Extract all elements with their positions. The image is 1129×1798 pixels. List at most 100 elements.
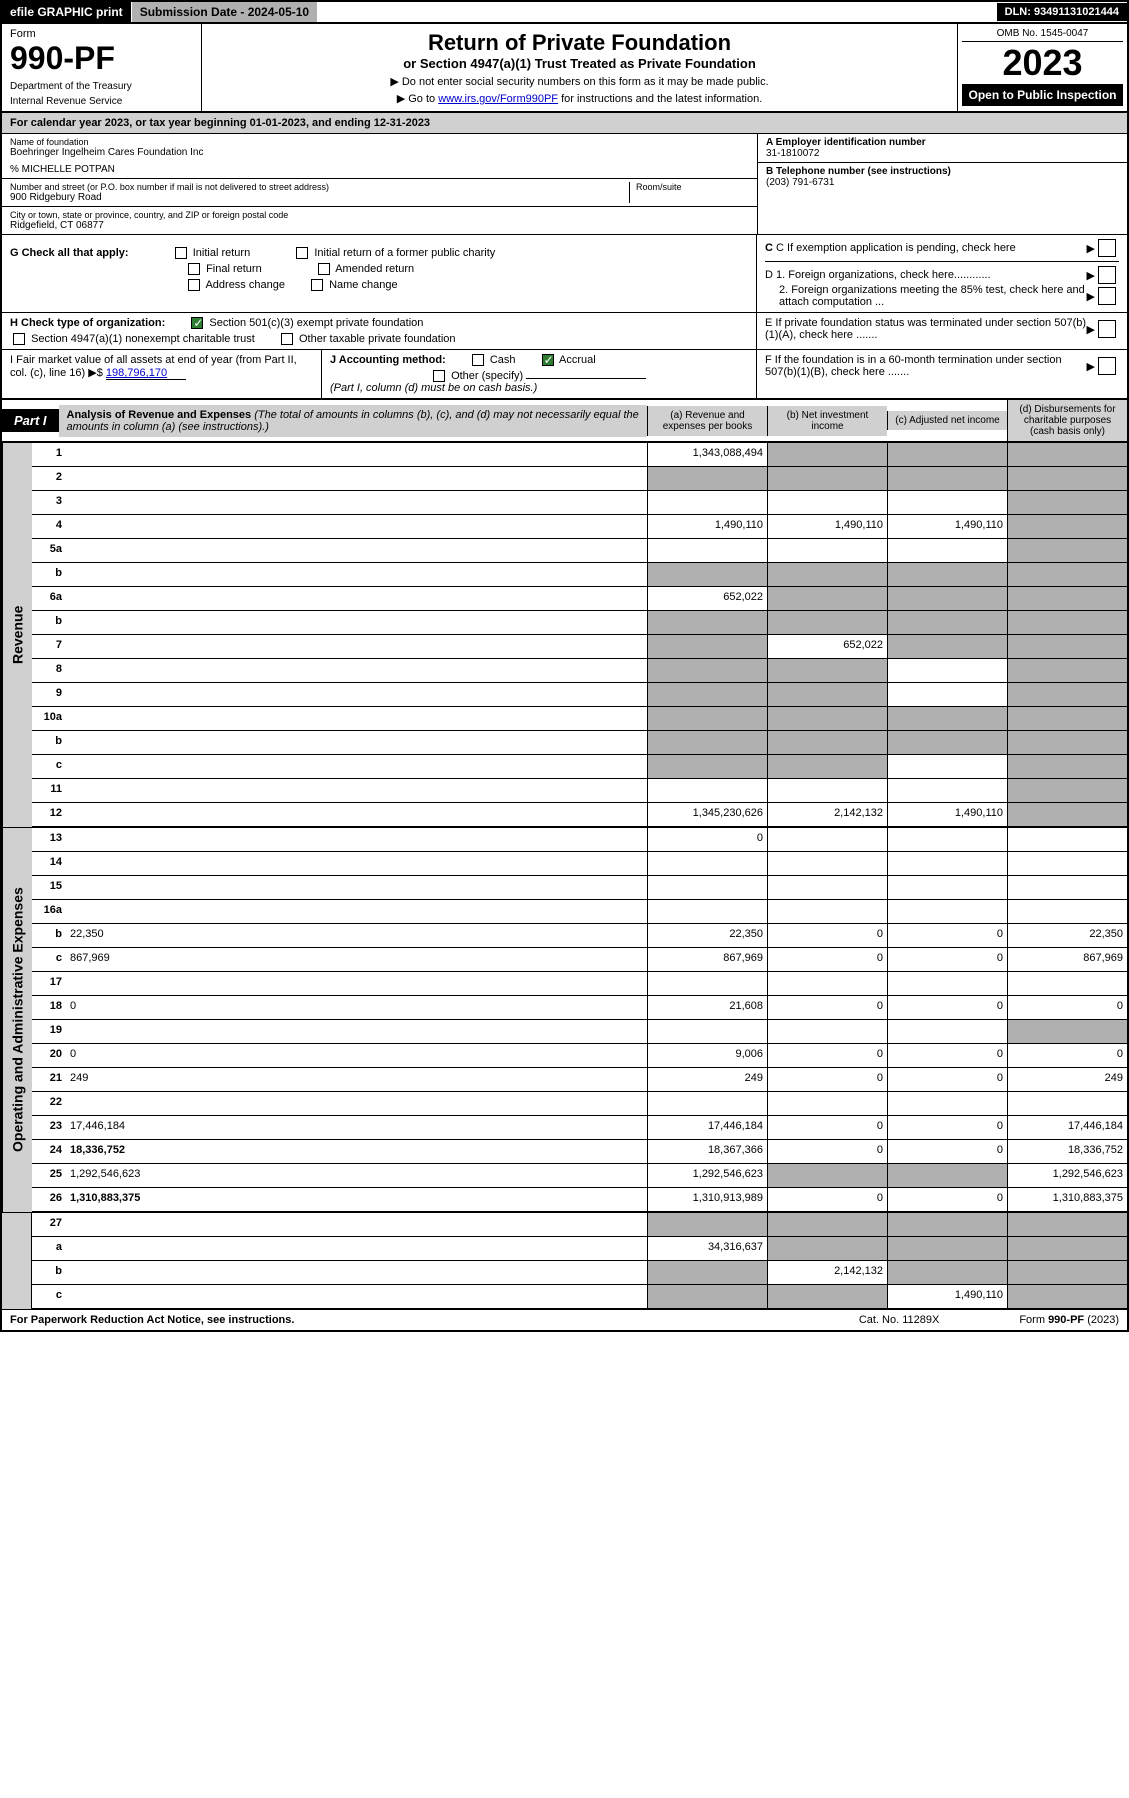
j-section: J Accounting method: Cash Accrual Other … [322,350,757,398]
col-a-amt [647,1213,767,1236]
info-right: A Employer identification number 31-1810… [757,134,1127,234]
table-row: 8 [32,659,1127,683]
col-a-amt [647,852,767,875]
checkbox-f[interactable] [1098,357,1116,375]
header-center: Return of Private Foundation or Section … [202,24,957,111]
checkbox-other-method[interactable] [433,370,445,382]
row-desc [66,683,647,706]
checkbox-amended[interactable] [318,263,330,275]
col-d-amt [1007,587,1127,610]
checkbox-d2[interactable] [1098,287,1116,305]
part1-header: Part I Analysis of Revenue and Expenses … [2,398,1127,442]
col-a-amt [647,1285,767,1308]
g-opt-2: Address change [205,279,285,291]
f-section: F If the foundation is in a 60-month ter… [757,350,1127,398]
irs-link[interactable]: www.irs.gov/Form990PF [438,93,558,105]
col-d-amt: 0 [1007,996,1127,1019]
col-b-amt: 0 [767,1068,887,1091]
col-c-amt [887,563,1007,586]
checkbox-other-tax[interactable] [281,333,293,345]
table-row: b [32,731,1127,755]
checkbox-e[interactable] [1098,320,1116,338]
expenses-side-label: Operating and Administrative Expenses [2,828,32,1212]
checkbox-d1[interactable] [1098,266,1116,284]
city-cell: City or town, state or province, country… [2,207,757,234]
checkbox-c[interactable] [1098,239,1116,257]
checkbox-cash[interactable] [472,354,484,366]
room-label: Room/suite [636,182,749,192]
col-b-amt [767,443,887,466]
table-row: 3 [32,491,1127,515]
ein-value: 31-1810072 [766,148,1119,159]
dept-irs: Internal Revenue Service [10,96,193,107]
checkbox-initial-return[interactable] [175,247,187,259]
checkbox-name-change[interactable] [311,279,323,291]
efile-print-btn[interactable]: efile GRAPHIC print [2,2,132,22]
checkbox-501c3[interactable] [191,317,203,329]
col-d-amt: 0 [1007,1044,1127,1067]
row-number: 22 [32,1092,66,1115]
col-a-amt: 18,367,366 [647,1140,767,1163]
note2-post: for instructions and the latest informat… [558,93,762,105]
checkbox-accrual[interactable] [542,354,554,366]
part1-label: Part I [2,409,59,432]
row-number: 11 [32,779,66,802]
form-header: Form 990-PF Department of the Treasury I… [2,24,1127,113]
col-d-amt [1007,755,1127,778]
street-address: 900 Ridgebury Road [10,192,629,203]
topbar: efile GRAPHIC print Submission Date - 20… [2,2,1127,24]
e-section: E If private foundation status was termi… [757,313,1127,349]
e-label: E If private foundation status was termi… [765,317,1087,341]
g-opt-0: Initial return [193,247,250,259]
city-state-zip: Ridgefield, CT 06877 [10,220,749,231]
calendar-year-row: For calendar year 2023, or tax year begi… [2,113,1127,134]
col-a-amt: 1,490,110 [647,515,767,538]
table-row: 7652,022 [32,635,1127,659]
checkbox-initial-public[interactable] [296,247,308,259]
row-number: 5a [32,539,66,562]
col-a-amt [647,900,767,923]
checkbox-4947[interactable] [13,333,25,345]
row-desc [66,491,647,514]
col-b-amt: 1,490,110 [767,515,887,538]
col-b-amt [767,611,887,634]
row-number: 4 [32,515,66,538]
fmv-value[interactable]: 198,796,170 [106,367,186,380]
col-b-amt [767,852,887,875]
col-c-amt: 0 [887,1116,1007,1139]
form-label: Form [10,28,193,40]
col-b-amt [767,563,887,586]
submission-date: Submission Date - 2024-05-10 [132,2,318,22]
row-number: 14 [32,852,66,875]
table-row: 41,490,1101,490,1101,490,110 [32,515,1127,539]
checkbox-addr-change[interactable] [188,279,200,291]
col-c-amt [887,876,1007,899]
expenses-body: 130141516ab22,35022,3500022,350c867,9698… [32,828,1127,1212]
part1-desc: Analysis of Revenue and Expenses (The to… [59,405,647,437]
form-number: 990-PF [10,40,193,77]
col-d-amt: 18,336,752 [1007,1140,1127,1163]
j-label: J Accounting method: [330,354,446,366]
col-d-amt: 867,969 [1007,948,1127,971]
col-d-amt: 17,446,184 [1007,1116,1127,1139]
table-row: 14 [32,852,1127,876]
col-a-amt: 22,350 [647,924,767,947]
col-d-amt [1007,731,1127,754]
table-row: c867,969867,96900867,969 [32,948,1127,972]
col-c-amt: 0 [887,924,1007,947]
col-d-header: (d) Disbursements for charitable purpose… [1007,400,1127,441]
row-number: 19 [32,1020,66,1043]
col-c-amt: 0 [887,1044,1007,1067]
col-c-amt: 0 [887,1140,1007,1163]
row-number: 7 [32,635,66,658]
col-c-amt [887,779,1007,802]
col-c-amt [887,852,1007,875]
checkbox-final-return[interactable] [188,263,200,275]
table-row: 121,345,230,6262,142,1321,490,110 [32,803,1127,827]
i-section: I Fair market value of all assets at end… [2,350,322,398]
form-subtitle: or Section 4947(a)(1) Trust Treated as P… [208,56,951,71]
row-number: c [32,948,66,971]
col-c-amt [887,731,1007,754]
row-number: 15 [32,876,66,899]
col-a-amt [647,1092,767,1115]
